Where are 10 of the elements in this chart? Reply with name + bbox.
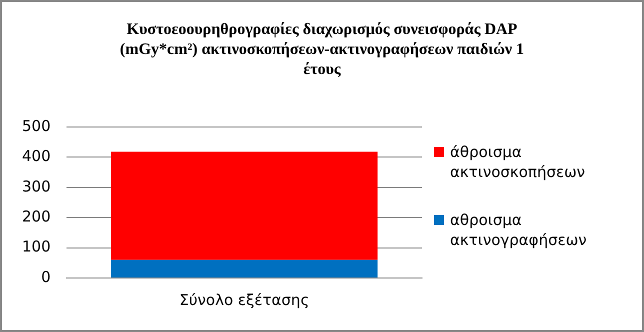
y-tick-label: 500 bbox=[22, 116, 51, 135]
y-tick-label: 300 bbox=[22, 177, 51, 196]
legend-label: αθροισμα ακτινογραφήσεων bbox=[450, 210, 588, 250]
y-tick-label: 400 bbox=[22, 147, 51, 166]
x-tick-label: Σύνολο εξέτασης bbox=[179, 290, 310, 309]
y-tick-label: 200 bbox=[22, 207, 51, 226]
y-tick-label: 0 bbox=[41, 268, 51, 286]
y-tick-label: 100 bbox=[22, 238, 51, 256]
legend-label: άθροισμα ακτινοσκοπήσεων bbox=[450, 142, 586, 182]
chart-title: Κυστοεοουρηθρογραφίες διαχωρισμός συνεισφοράς DAP (mGy*cm²) ακτινοσκοπήσεων-ακτινογραφήσεων παιδιών 1 έτους bbox=[118, 20, 526, 80]
